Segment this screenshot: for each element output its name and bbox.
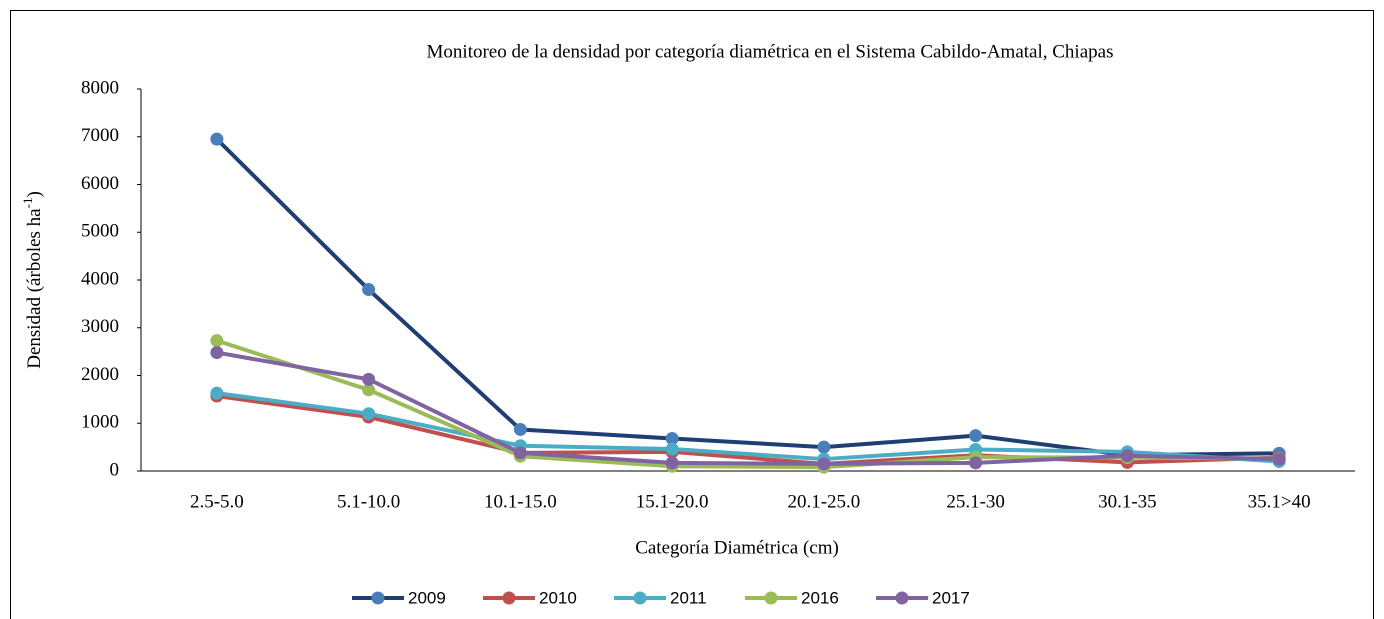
series-marker [969, 429, 983, 443]
x-tick-label: 35.1>40 [1248, 491, 1311, 512]
series-line [215, 137, 1280, 458]
y-axis-title-part: Densidad (árboles ha [24, 208, 45, 369]
x-tick-label: 15.1-20.0 [636, 491, 709, 512]
legend-marker [895, 591, 909, 605]
series-marker [969, 456, 983, 470]
series-marker [362, 283, 376, 297]
series-marker [665, 432, 679, 446]
y-tick-label: 2000 [81, 364, 119, 385]
x-tick-label: 10.1-15.0 [484, 491, 557, 512]
legend-marker [764, 591, 778, 605]
series-marker [513, 422, 527, 436]
legend-marker [502, 591, 516, 605]
y-tick-label: 7000 [81, 125, 119, 146]
legend-label: 2017 [932, 588, 970, 607]
x-tick-label: 2.5-5.0 [190, 491, 244, 512]
series-marker [817, 457, 831, 471]
legend-label: 2016 [801, 588, 839, 607]
series-marker [665, 456, 679, 470]
legend-marker [633, 591, 647, 605]
y-tick-label: 5000 [81, 221, 119, 242]
series-line [216, 391, 1280, 464]
legend-marker [371, 591, 385, 605]
x-tick-label: 30.1-35 [1098, 491, 1157, 512]
y-tick-label: 8000 [81, 77, 119, 98]
series-marker [665, 442, 679, 456]
series-marker [210, 132, 224, 146]
y-tick-label: 0 [110, 459, 120, 480]
y-tick-label: 3000 [81, 316, 119, 337]
series-marker [513, 446, 527, 460]
series-line [216, 394, 1280, 466]
chart-frame [10, 10, 1374, 619]
series-marker [210, 386, 224, 400]
series-line [216, 338, 1280, 470]
series-marker [210, 346, 224, 360]
y-tick-label: 4000 [81, 268, 119, 289]
legend-label: 2010 [539, 588, 577, 607]
legend-label: 2009 [408, 588, 446, 607]
series-marker [817, 440, 831, 454]
y-tick-label: 6000 [81, 173, 119, 194]
series-marker [362, 372, 376, 386]
y-axis-title: Densidad (árboles ha-1) [20, 191, 45, 369]
x-tick-label: 20.1-25.0 [787, 491, 860, 512]
legend-label: 2011 [670, 588, 707, 607]
series-line [216, 350, 1280, 466]
series-marker [362, 383, 376, 397]
series-marker [1272, 452, 1286, 466]
x-axis-title: Categoría Diamétrica (cm) [635, 537, 839, 558]
y-axis-title-part: ) [24, 191, 45, 197]
x-tick-label: 5.1-10.0 [337, 491, 400, 512]
series-marker [1120, 449, 1134, 463]
series-marker [362, 407, 376, 421]
y-axis-title-sup: -1 [20, 198, 35, 209]
series-marker [210, 334, 224, 348]
y-tick-label: 1000 [81, 412, 119, 433]
x-tick-label: 25.1-30 [946, 491, 1005, 512]
chart-title: Monitoreo de la densidad por categoría d… [427, 41, 1114, 62]
